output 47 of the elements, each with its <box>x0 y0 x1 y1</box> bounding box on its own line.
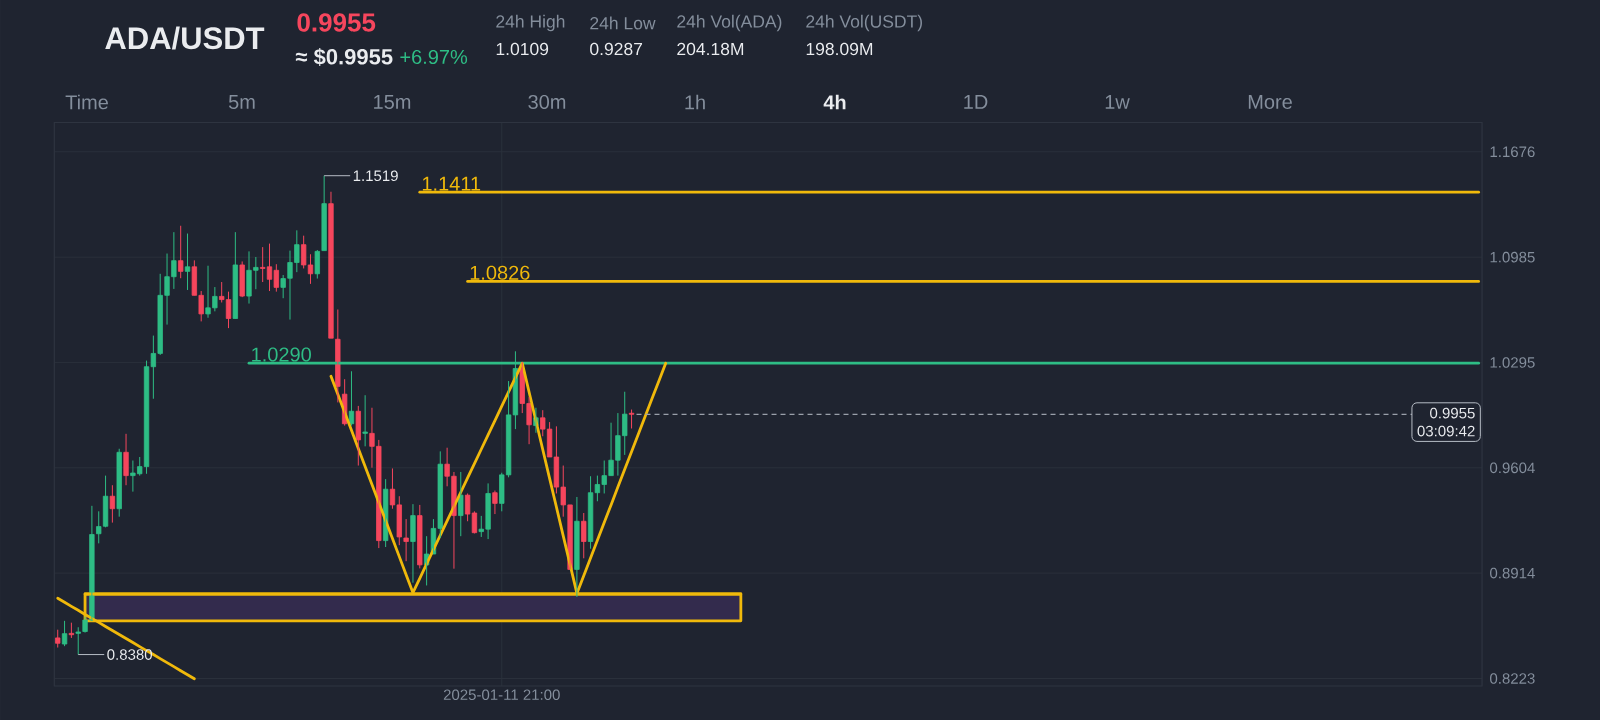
ref-line-label: 0.9955 <box>1430 407 1475 419</box>
text: Time <box>65 94 108 110</box>
chart-subtitle: 0.9955 <box>297 13 376 32</box>
data-label: 1.0826 <box>470 265 530 280</box>
candlestick <box>116 448 122 518</box>
text: 5m <box>228 95 255 109</box>
text: 15m <box>374 95 411 109</box>
chart-title: ADA/USDT <box>105 26 265 50</box>
text: 1h <box>685 94 705 110</box>
text: 198.09M <box>806 42 873 56</box>
y-tick-label: 0.8223 <box>1490 673 1535 684</box>
text: More <box>1248 95 1292 109</box>
y-tick-label: 1.1676 <box>1490 146 1535 158</box>
text: 1w <box>1105 95 1130 109</box>
text: ≈ $0.9955 <box>295 47 393 66</box>
candlestick <box>355 405 361 467</box>
annotation: 0.8380 <box>107 649 153 660</box>
candlestick <box>232 231 238 319</box>
y-tick-label: 1.0295 <box>1490 357 1535 368</box>
text: 24h Low <box>590 16 656 30</box>
candlestick <box>55 629 61 649</box>
candlestick <box>314 249 320 280</box>
candlestick <box>417 504 423 569</box>
x-tick-label: 2025-01-11 21:00 <box>443 689 560 701</box>
text: +6.97% <box>400 49 468 65</box>
text: 4h <box>823 94 846 110</box>
data-label: 1.1411 <box>422 176 481 191</box>
candlestick <box>178 225 184 279</box>
candlestick <box>109 484 116 524</box>
data-label: 1.0290 <box>252 347 311 362</box>
text: 24h High <box>496 14 565 32</box>
candlestick <box>239 260 245 298</box>
candlestick <box>581 512 587 559</box>
annotation: 03:09:42 <box>1417 425 1475 437</box>
text: 1.0109 <box>496 42 549 56</box>
y-tick-label: 0.8914 <box>1490 567 1535 579</box>
text: 24h Vol(ADA) <box>677 14 782 32</box>
candlestick <box>68 622 75 639</box>
text: 1D <box>964 95 988 109</box>
text: 30m <box>528 94 566 110</box>
candlestick <box>362 394 368 447</box>
annotation: 1.1519 <box>353 170 398 182</box>
text: 204.18M <box>677 42 744 56</box>
text: 0.9287 <box>590 42 643 56</box>
y-tick-label: 0.9604 <box>1490 462 1535 474</box>
y-tick-label: 1.0985 <box>1490 251 1535 263</box>
text: 24h Vol(USDT) <box>806 14 922 32</box>
